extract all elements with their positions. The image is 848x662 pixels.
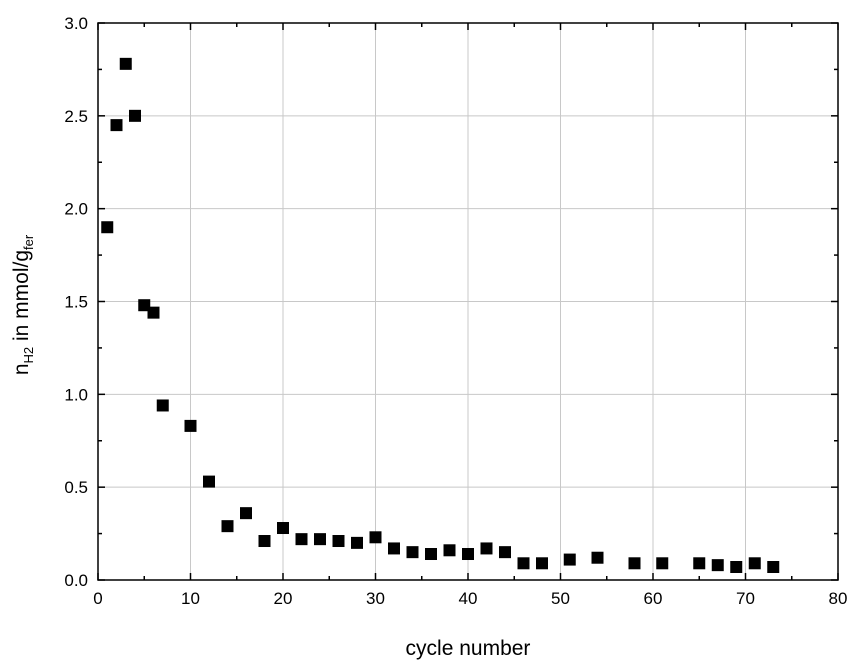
x-tick-label: 40 xyxy=(459,589,478,608)
y-axis-label: nH2 in mmol/gfer xyxy=(10,234,36,375)
data-point xyxy=(406,546,419,559)
data-point xyxy=(517,557,530,570)
axis-ticks xyxy=(97,22,839,581)
data-point xyxy=(314,533,326,546)
data-markers xyxy=(101,57,780,574)
data-point xyxy=(730,561,743,574)
y-axis-label-mid: in mmol/g xyxy=(10,250,33,347)
x-axis-label: cycle number xyxy=(406,637,531,660)
data-point xyxy=(748,557,761,570)
data-point xyxy=(628,557,641,570)
x-tick-label: 50 xyxy=(551,589,570,608)
y-tick-label: 1.0 xyxy=(64,385,88,404)
data-point xyxy=(693,557,706,570)
data-point xyxy=(462,548,474,561)
x-tick-label: 10 xyxy=(181,589,200,608)
y-tick-label: 2.0 xyxy=(64,200,88,219)
x-tick-label: 60 xyxy=(644,589,663,608)
y-axis-label-sub: H2 xyxy=(21,347,36,364)
data-point xyxy=(147,306,160,319)
data-point xyxy=(240,507,252,520)
data-point xyxy=(110,119,123,132)
y-axis-label-base: n xyxy=(10,363,33,375)
data-point xyxy=(221,520,234,533)
x-tick-label: 20 xyxy=(274,589,293,608)
data-point xyxy=(563,553,576,566)
data-point xyxy=(101,221,114,234)
data-point xyxy=(203,475,215,488)
y-axis-label-sub2: fer xyxy=(21,234,36,250)
data-point xyxy=(351,536,363,549)
data-point xyxy=(119,57,132,70)
data-point xyxy=(258,535,271,548)
x-tick-labels: 0 10 20 30 40 50 60 70 80 xyxy=(93,589,847,608)
data-point xyxy=(767,561,780,574)
data-point xyxy=(184,419,197,432)
data-point xyxy=(332,535,345,548)
data-point xyxy=(369,531,382,544)
y-tick-label: 0.0 xyxy=(64,571,88,590)
y-tick-labels: 0.0 0.5 1.0 1.5 2.0 2.5 3.0 xyxy=(64,14,88,590)
data-point xyxy=(425,548,437,561)
y-tick-label: 0.5 xyxy=(64,478,88,497)
data-point xyxy=(656,557,669,570)
data-point xyxy=(295,533,308,546)
data-point xyxy=(536,557,548,570)
x-tick-label: 30 xyxy=(366,589,385,608)
data-point xyxy=(499,546,511,559)
y-tick-label: 1.5 xyxy=(64,293,88,312)
data-point xyxy=(388,542,400,555)
data-point xyxy=(156,399,169,412)
x-tick-label: 70 xyxy=(736,589,755,608)
y-tick-label: 3.0 xyxy=(64,14,88,33)
data-point xyxy=(711,559,724,572)
data-point xyxy=(129,109,141,122)
data-point xyxy=(480,542,493,555)
x-tick-label: 0 xyxy=(93,589,102,608)
data-point xyxy=(443,544,456,557)
y-tick-label: 2.5 xyxy=(64,107,88,126)
data-point xyxy=(591,551,604,564)
x-tick-label: 80 xyxy=(829,589,848,608)
data-point xyxy=(277,522,289,535)
data-point xyxy=(138,299,151,312)
